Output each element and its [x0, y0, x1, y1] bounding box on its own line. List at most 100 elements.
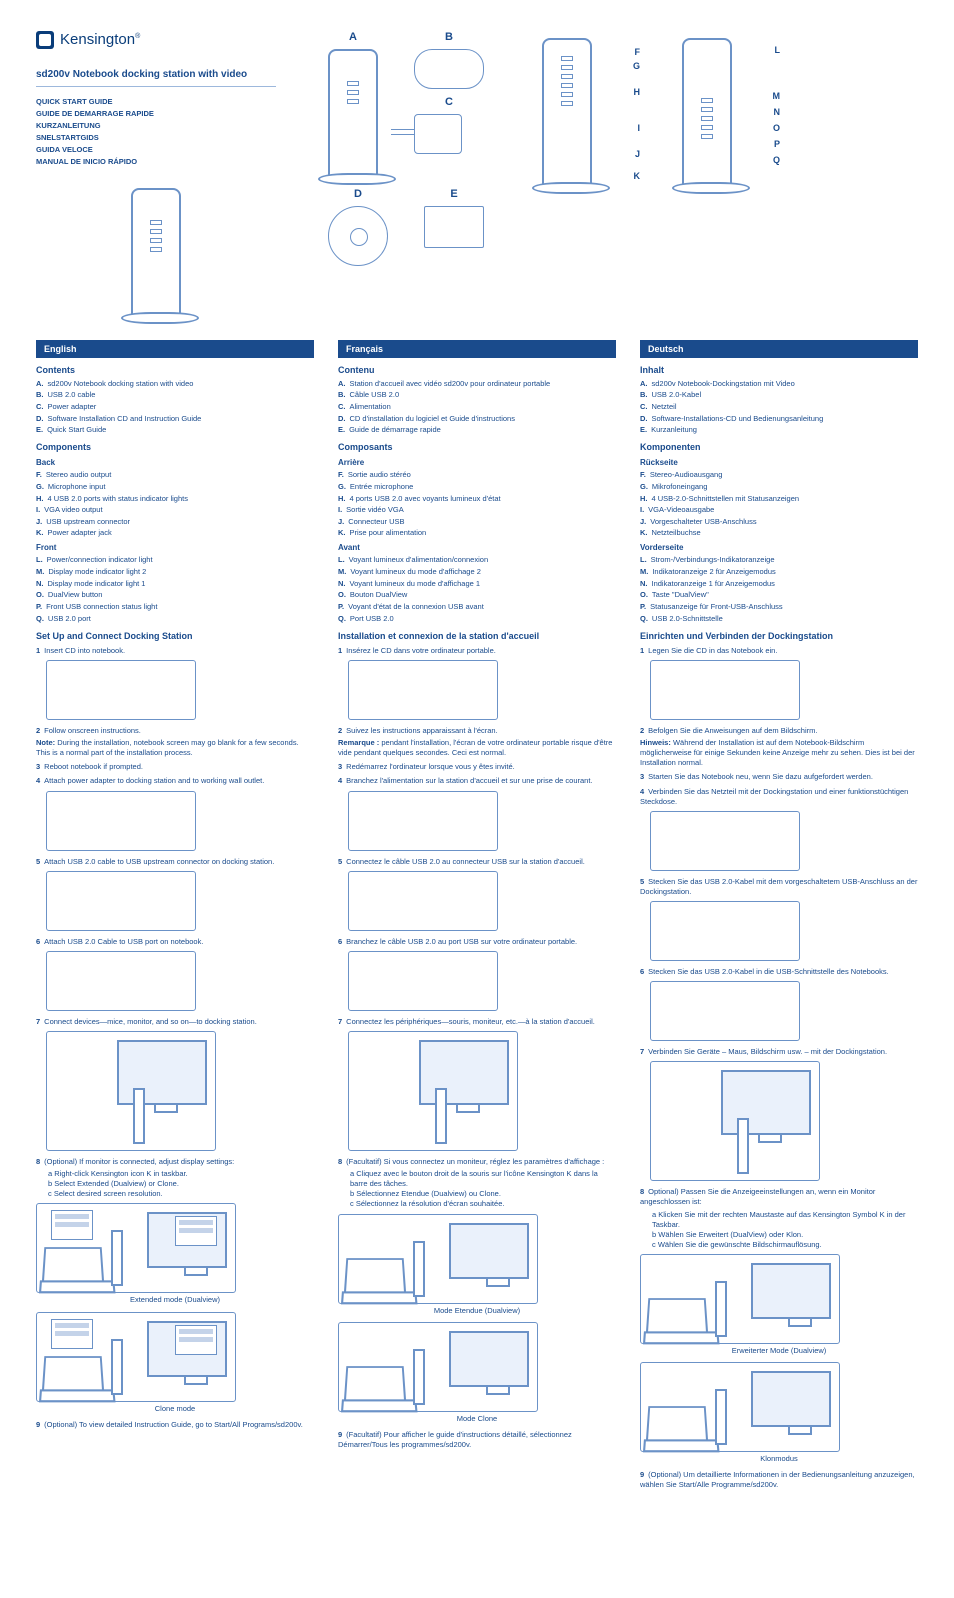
- fr-front-item-0: L.Voyant lumineux d'alimentation/connexi…: [338, 555, 616, 565]
- de-contents-item-3: D.Software-Installations-CD und Bedienun…: [640, 414, 918, 424]
- band-en: English: [36, 340, 314, 358]
- de-s8: 8Optional) Passen Sie die Anzeigeeinstel…: [640, 1187, 918, 1207]
- fr-back-h: Arrière: [338, 458, 616, 469]
- box-a-icon: [328, 49, 378, 179]
- brand-logo: Kensington®: [36, 30, 276, 50]
- band-fr: Français: [338, 340, 616, 358]
- en-front-item-4: P.Front USB connection status light: [36, 602, 314, 612]
- illus-power-icon: [650, 811, 800, 871]
- box-b-icon: [414, 49, 484, 89]
- guide-de: KURZANLEITUNG: [36, 121, 276, 131]
- en-cap-ext: Extended mode (Dualview): [36, 1295, 314, 1305]
- illus-usb-notebook-icon: [46, 951, 196, 1011]
- en-back-h: Back: [36, 458, 314, 469]
- de-s5: 5Stecken Sie das USB 2.0-Kabel mit dem v…: [640, 877, 918, 897]
- en-note: Note: During the installation, notebook …: [36, 738, 314, 758]
- lbl-l: L: [775, 44, 781, 56]
- fr-back-item-4: J.Connecteur USB: [338, 517, 616, 527]
- de-contents-item-2: C.Netzteil: [640, 402, 918, 412]
- guide-titles: QUICK START GUIDE GUIDE DE DEMARRAGE RAP…: [36, 97, 276, 168]
- header-row: Kensington® sd200v Notebook docking stat…: [36, 30, 918, 326]
- col-english: English Contents A.sd200v Notebook docki…: [36, 340, 314, 1493]
- de-back-item-1: G.Mikrofoneingang: [640, 482, 918, 492]
- fr-back-item-3: I.Sortie vidéo VGA: [338, 505, 616, 515]
- lbl-f: F: [635, 46, 641, 58]
- de-back-item-0: F.Stereo-Audioausgang: [640, 470, 918, 480]
- de-contents-h: Inhalt: [640, 364, 918, 376]
- fr-contents-h: Contenu: [338, 364, 616, 376]
- de-back-item-4: J.Vorgeschalteter USB-Anschluss: [640, 517, 918, 527]
- label-a: A: [328, 30, 378, 45]
- fr-front-item-5: Q.Port USB 2.0: [338, 614, 616, 624]
- de-front-item-4: P.Statusanzeige für Front-USB-Anschluss: [640, 602, 918, 612]
- de-s2: 2Befolgen Sie die Anweisungen auf dem Bi…: [640, 726, 918, 736]
- de-s6: 6Stecken Sie das USB 2.0-Kabel in die US…: [640, 967, 918, 977]
- illus-clone-icon: [640, 1362, 840, 1452]
- de-contents-item-1: B.USB 2.0-Kabel: [640, 390, 918, 400]
- en-front-item-1: M.Display mode indicator light 2: [36, 567, 314, 577]
- de-cap-clone: Klonmodus: [640, 1454, 918, 1464]
- de-s4: 4Verbinden Sie das Netzteil mit der Dock…: [640, 787, 918, 807]
- fr-s9: 9(Facultatif) Pour afficher le guide d'i…: [338, 1430, 616, 1450]
- fr-components-h: Composants: [338, 441, 616, 453]
- en-back-item-2: H.4 USB 2.0 ports with status indicator …: [36, 494, 314, 504]
- guide-nl: SNELSTARTGIDS: [36, 133, 276, 143]
- en-front-item-0: L.Power/connection indicator light: [36, 555, 314, 565]
- illus-extended-icon: [338, 1214, 538, 1304]
- port-diagrams: F G H I J K L M N O P Q: [530, 30, 780, 326]
- lbl-k: K: [634, 170, 641, 182]
- box-c-icon: [414, 114, 462, 154]
- en-cap-clone: Clone mode: [36, 1404, 314, 1414]
- illus-clone-icon: [36, 1312, 236, 1402]
- illus-usb-dock-icon: [348, 871, 498, 931]
- en-s8c: c Select desired screen resolution.: [48, 1189, 314, 1199]
- box-d-icon: [328, 206, 388, 266]
- label-c: C: [414, 95, 484, 110]
- de-s1: 1Legen Sie die CD in das Notebook ein.: [640, 646, 918, 656]
- de-front-h: Vorderseite: [640, 543, 918, 554]
- guide-fr: GUIDE DE DEMARRAGE RAPIDE: [36, 109, 276, 119]
- band-de: Deutsch: [640, 340, 918, 358]
- package-contents-diagram: A B C D E: [306, 30, 506, 326]
- lbl-n: N: [774, 106, 781, 118]
- fr-s8c: c Sélectionnez la résolution d'écran sou…: [350, 1199, 616, 1209]
- de-s7: 7Verbinden Sie Geräte – Maus, Bildschirm…: [640, 1047, 918, 1057]
- fr-back-item-1: G.Entrée microphone: [338, 482, 616, 492]
- en-contents-item-0: A.sd200v Notebook docking station with v…: [36, 379, 314, 389]
- en-s3: 3Reboot notebook if prompted.: [36, 762, 314, 772]
- fr-back-item-0: F.Sortie audio stéréo: [338, 470, 616, 480]
- en-back-item-0: F.Stereo audio output: [36, 470, 314, 480]
- col-francais: Français Contenu A.Station d'accueil ave…: [338, 340, 616, 1493]
- illus-cd-icon: [46, 660, 196, 720]
- col-deutsch: Deutsch Inhalt A.sd200v Notebook-Docking…: [640, 340, 918, 1493]
- en-s8b: b Select Extended (Dualview) or Clone.: [48, 1179, 314, 1189]
- de-front-item-5: Q.USB 2.0-Schnittstelle: [640, 614, 918, 624]
- lbl-m: M: [773, 90, 781, 102]
- en-contents-item-1: B.USB 2.0 cable: [36, 390, 314, 400]
- label-b: B: [414, 30, 484, 45]
- fr-s1: 1Insérez le CD dans votre ordinateur por…: [338, 646, 616, 656]
- de-cap-ext: Erweiterter Mode (Dualview): [640, 1346, 918, 1356]
- fr-front-item-3: O.Bouton DualView: [338, 590, 616, 600]
- hero-dock-icon: [131, 188, 181, 318]
- en-front-item-5: Q.USB 2.0 port: [36, 614, 314, 624]
- en-contents-item-3: D.Software Installation CD and Instructi…: [36, 414, 314, 424]
- en-back-item-3: I.VGA video output: [36, 505, 314, 515]
- en-s4: 4Attach power adapter to docking station…: [36, 776, 314, 786]
- de-contents-item-4: E.Kurzanleitung: [640, 425, 918, 435]
- back-dock-icon: [542, 38, 592, 188]
- fr-front-item-4: P.Voyant d'état de la connexion USB avan…: [338, 602, 616, 612]
- illus-devices-icon: [348, 1031, 518, 1151]
- en-contents-h: Contents: [36, 364, 314, 376]
- de-s8a: a Klicken Sie mit der rechten Maustaste …: [652, 1210, 918, 1230]
- en-components-h: Components: [36, 441, 314, 453]
- en-s6: 6Attach USB 2.0 Cable to USB port on not…: [36, 937, 314, 947]
- fr-s6: 6Branchez le câble USB 2.0 au port USB s…: [338, 937, 616, 947]
- en-setup-h: Set Up and Connect Docking Station: [36, 630, 314, 642]
- fr-setup-h: Installation et connexion de la station …: [338, 630, 616, 642]
- lbl-h: H: [634, 86, 641, 98]
- fr-s7: 7Connectez les périphériques—souris, mon…: [338, 1017, 616, 1027]
- fr-cap-ext: Mode Etendue (Dualview): [338, 1306, 616, 1316]
- illus-usb-dock-icon: [650, 901, 800, 961]
- lbl-o: O: [773, 122, 780, 134]
